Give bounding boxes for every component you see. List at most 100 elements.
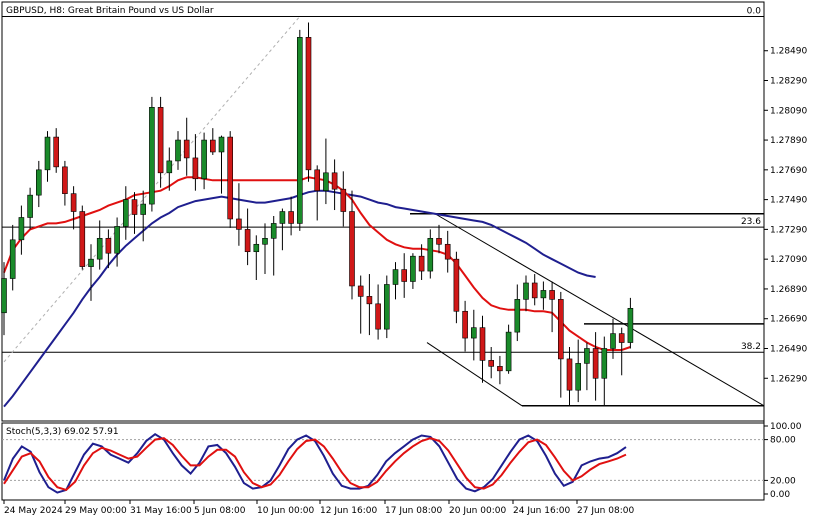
candle-body bbox=[392, 269, 399, 285]
chart-title: GBPUSD, H8: Great Britain Pound vs US Do… bbox=[6, 6, 214, 16]
y-tick-label: 1.26490 bbox=[770, 344, 807, 354]
candle-body bbox=[201, 139, 207, 180]
candle-body bbox=[410, 255, 416, 282]
stoch-tick-label: 20.00 bbox=[770, 476, 796, 486]
x-tick-label: 5 Jun 08:00 bbox=[194, 506, 246, 516]
candle-body bbox=[610, 333, 616, 349]
x-tick-label: 24 Jun 16:00 bbox=[513, 506, 570, 516]
candle-body bbox=[314, 169, 321, 191]
x-tick-label: 27 Jun 08:00 bbox=[577, 506, 634, 516]
candle-body bbox=[575, 363, 582, 391]
candle-body bbox=[514, 299, 521, 333]
candle-body bbox=[592, 348, 599, 379]
x-tick-label: 20 Jun 00:00 bbox=[449, 506, 506, 516]
candle-body bbox=[140, 203, 146, 215]
candle-body bbox=[218, 136, 225, 153]
candle-body bbox=[383, 284, 390, 330]
candle-body bbox=[35, 169, 42, 196]
stoch-tick-label: 80.00 bbox=[770, 436, 796, 446]
y-tick-label: 1.27090 bbox=[770, 255, 807, 265]
candle-body bbox=[1, 278, 7, 314]
candle-body bbox=[149, 107, 155, 205]
y-tick-label: 1.26690 bbox=[770, 315, 807, 325]
candle-body bbox=[18, 217, 25, 241]
candle-body bbox=[375, 303, 381, 330]
stoch-k-line bbox=[3, 432, 627, 494]
channel-upper-line bbox=[434, 213, 765, 407]
candle-body bbox=[462, 310, 468, 339]
candle-body bbox=[62, 166, 68, 194]
y-tick-label: 1.27490 bbox=[770, 196, 807, 206]
candle-body bbox=[601, 348, 608, 379]
x-tick-label: 31 May 16:00 bbox=[130, 506, 192, 516]
y-tick-label: 1.26890 bbox=[770, 285, 807, 295]
candle-body bbox=[497, 366, 503, 372]
candle-body bbox=[236, 218, 242, 230]
y-tick-label: 1.28290 bbox=[770, 77, 807, 87]
candle-body bbox=[114, 226, 120, 254]
candle-body bbox=[366, 296, 373, 305]
candle-body bbox=[262, 238, 268, 245]
candle-body bbox=[444, 243, 451, 260]
candle-body bbox=[288, 211, 294, 224]
candle-body bbox=[323, 172, 329, 191]
candle-body bbox=[479, 327, 486, 361]
x-tick-label: 17 Jun 08:00 bbox=[385, 506, 442, 516]
candle-body bbox=[557, 299, 564, 360]
x-tick-label: 10 Jun 00:00 bbox=[257, 506, 314, 516]
candle-body bbox=[349, 211, 355, 287]
candle-body bbox=[105, 238, 112, 254]
candle-body bbox=[505, 331, 512, 372]
stoch-tick-label: 0.00 bbox=[770, 490, 790, 500]
candle-body bbox=[253, 243, 260, 253]
fib-level-label: 38.2 bbox=[741, 342, 761, 352]
candle-body bbox=[357, 285, 364, 297]
candle-body bbox=[618, 333, 625, 343]
candle-body bbox=[331, 172, 338, 190]
x-tick-label: 29 May 00:00 bbox=[65, 506, 127, 516]
candle-body bbox=[549, 290, 555, 300]
candle-body bbox=[340, 188, 347, 212]
candle-body bbox=[44, 136, 51, 171]
stoch-d-line bbox=[3, 437, 627, 492]
candlesticks bbox=[1, 22, 634, 406]
fib-anchor-line bbox=[3, 16, 301, 363]
fib-level-label: 23.6 bbox=[741, 217, 761, 227]
candle-body bbox=[27, 194, 33, 218]
candle-body bbox=[244, 229, 251, 253]
x-tick-label: 12 Jun 16:00 bbox=[320, 506, 377, 516]
trend-channel[interactable] bbox=[410, 213, 765, 407]
fibonacci-retracement[interactable]: 0.0 23.6 38.2 bbox=[2, 6, 764, 363]
candle-body bbox=[157, 107, 164, 174]
candle-body bbox=[305, 37, 312, 171]
candle-body bbox=[566, 358, 573, 391]
candle-body bbox=[192, 157, 199, 180]
candle-body bbox=[296, 37, 303, 224]
candle-body bbox=[53, 136, 60, 168]
candle-body bbox=[79, 211, 86, 267]
candle-body bbox=[70, 193, 77, 212]
stoch-tick-label: 100.00 bbox=[770, 422, 802, 432]
candle-body bbox=[270, 223, 277, 239]
candle-body bbox=[418, 255, 425, 272]
candle-body bbox=[88, 258, 94, 267]
channel-lower-line bbox=[426, 342, 523, 407]
candle-body bbox=[523, 282, 529, 300]
candle-body bbox=[470, 327, 477, 339]
y-tick-label: 1.28090 bbox=[770, 106, 807, 116]
stochastic-oscillator: 100.00 80.00 20.00 0.00 bbox=[2, 422, 802, 500]
stoch-label: Stoch(5,3,3) 69.02 57.91 bbox=[6, 427, 119, 437]
candle-body bbox=[131, 199, 138, 215]
candle-body bbox=[123, 199, 129, 227]
y-tick-label: 1.28490 bbox=[770, 47, 807, 57]
fib-level-label: 0.0 bbox=[747, 6, 762, 16]
candle-body bbox=[210, 139, 216, 153]
x-tick-label: 24 May 2024 bbox=[4, 506, 63, 516]
candle-body bbox=[488, 360, 495, 367]
candle-body bbox=[9, 239, 16, 279]
candle-body bbox=[166, 160, 173, 174]
candle-body bbox=[183, 139, 190, 159]
candle-body bbox=[531, 282, 538, 299]
